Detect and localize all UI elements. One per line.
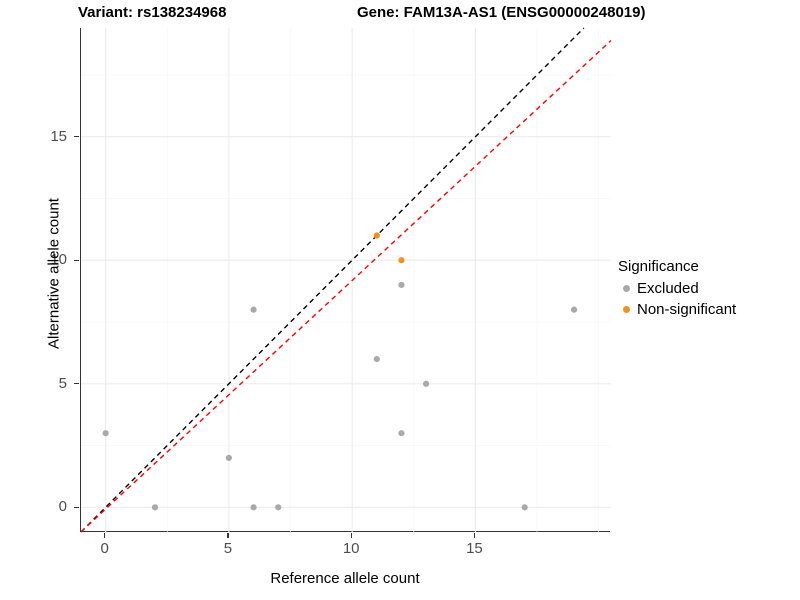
legend-item-label: Excluded bbox=[637, 280, 699, 297]
plot-panel bbox=[80, 27, 612, 533]
data-point bbox=[225, 454, 233, 461]
legend-title: Significance bbox=[618, 258, 699, 275]
legend-item-excluded[interactable]: Excluded bbox=[618, 278, 798, 299]
data-point bbox=[250, 306, 257, 313]
y-tick-mark bbox=[74, 136, 79, 138]
y-tick-label: 15 bbox=[50, 127, 67, 145]
plot-title-strip: Variant: rs138234968 Gene: FAM13A-AS1 (E… bbox=[0, 0, 800, 26]
legend-item-label: Non-significant bbox=[637, 301, 737, 318]
data-point bbox=[151, 504, 159, 511]
variant-title: Variant: rs138234968 bbox=[78, 4, 227, 21]
y-tick-label: 5 bbox=[58, 374, 67, 392]
x-tick-label: 0 bbox=[100, 540, 109, 557]
y-tick-mark bbox=[74, 383, 79, 385]
y-tick-label: 0 bbox=[58, 498, 67, 516]
data-point bbox=[373, 232, 380, 239]
legend-key-swatch bbox=[618, 281, 634, 297]
legend-dot-icon bbox=[622, 306, 630, 313]
x-tick-mark bbox=[473, 533, 475, 538]
data-point bbox=[423, 380, 430, 387]
y-tick-label: 10 bbox=[50, 251, 67, 269]
legend-key-swatch bbox=[618, 302, 634, 318]
legend-item-non-significant[interactable]: Non-significant bbox=[618, 299, 798, 320]
expected-ratio-line bbox=[80, 40, 612, 533]
legend-dot-icon bbox=[622, 285, 630, 292]
x-tick-mark bbox=[104, 533, 106, 538]
data-point bbox=[398, 430, 405, 437]
legend-items: Excluded Non-significant bbox=[618, 278, 798, 320]
reference-lines-layer bbox=[80, 27, 612, 533]
data-point bbox=[373, 355, 380, 363]
x-tick-label: 15 bbox=[466, 540, 483, 557]
y-axis-title: Alternative allele count bbox=[45, 198, 63, 349]
series-excluded bbox=[102, 232, 578, 511]
data-point bbox=[102, 430, 109, 437]
y-tick-mark bbox=[74, 506, 79, 508]
x-tick-label: 5 bbox=[223, 540, 233, 557]
data-points-layer bbox=[102, 232, 578, 511]
data-point bbox=[275, 504, 282, 511]
y-tick-mark bbox=[74, 259, 79, 261]
x-tick-mark bbox=[350, 533, 352, 538]
legend: Significance Excluded Non-significant bbox=[618, 258, 798, 320]
x-axis-title: Reference allele count bbox=[270, 570, 420, 587]
data-point bbox=[521, 504, 528, 511]
data-point bbox=[398, 257, 405, 264]
data-point bbox=[250, 504, 257, 511]
data-point bbox=[398, 281, 405, 289]
x-tick-mark bbox=[227, 533, 229, 538]
gene-title: Gene: FAM13A-AS1 (ENSG00000248019) bbox=[357, 4, 646, 21]
x-tick-label: 10 bbox=[342, 540, 360, 557]
series-non-significant bbox=[373, 232, 405, 264]
identity-line bbox=[80, 27, 585, 533]
data-point bbox=[570, 306, 578, 313]
